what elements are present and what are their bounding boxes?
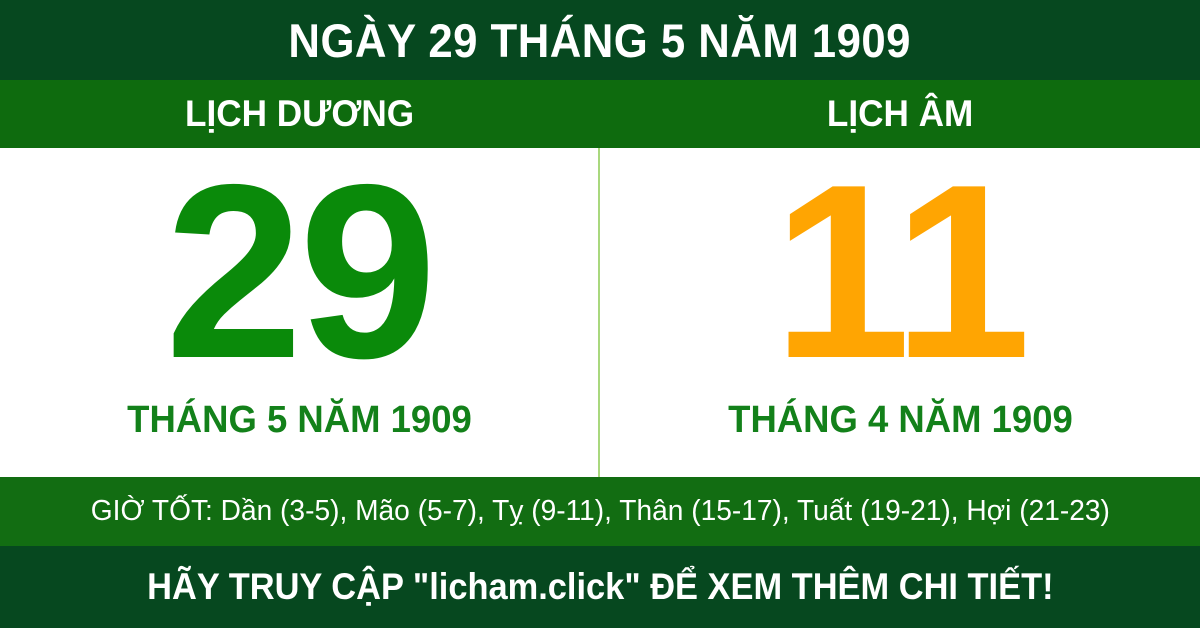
solar-calendar-label: LỊCH DƯƠNG <box>185 93 415 134</box>
date-title-bar: NGÀY 29 THÁNG 5 NĂM 1909 <box>0 0 1200 80</box>
solar-calendar-header: LỊCH DƯƠNG <box>0 80 600 148</box>
solar-panel: 29 THÁNG 5 NĂM 1909 <box>0 132 600 477</box>
footer-cta-text: HÃY TRUY CẬP "licham.click" ĐỂ XEM THÊM … <box>146 566 1054 607</box>
solar-day-number: 29 <box>165 132 437 410</box>
calendar-panels: 29 THÁNG 5 NĂM 1909 11 THÁNG 4 NĂM 1909 <box>0 132 1200 477</box>
lunar-calendar-header: LỊCH ÂM <box>600 80 1200 148</box>
footer-bar: HÃY TRUY CẬP "licham.click" ĐỂ XEM THÊM … <box>0 546 1200 628</box>
good-hours-bar: GIỜ TỐT: Dần (3-5), Mão (5-7), Tỵ (9-11)… <box>0 477 1200 546</box>
calendar-type-header: LỊCH DƯƠNG LỊCH ÂM <box>0 80 1200 148</box>
page-title: NGÀY 29 THÁNG 5 NĂM 1909 <box>288 13 912 67</box>
lunar-panel: 11 THÁNG 4 NĂM 1909 <box>600 132 1200 477</box>
lunar-day-number: 11 <box>772 132 1031 410</box>
lunar-month-year-label: THÁNG 4 NĂM 1909 <box>727 399 1073 442</box>
solar-month-year-label: THÁNG 5 NĂM 1909 <box>126 399 472 442</box>
lunar-calendar-label: LỊCH ÂM <box>826 93 974 134</box>
good-hours-text: GIỜ TỐT: Dần (3-5), Mão (5-7), Tỵ (9-11)… <box>90 495 1110 527</box>
